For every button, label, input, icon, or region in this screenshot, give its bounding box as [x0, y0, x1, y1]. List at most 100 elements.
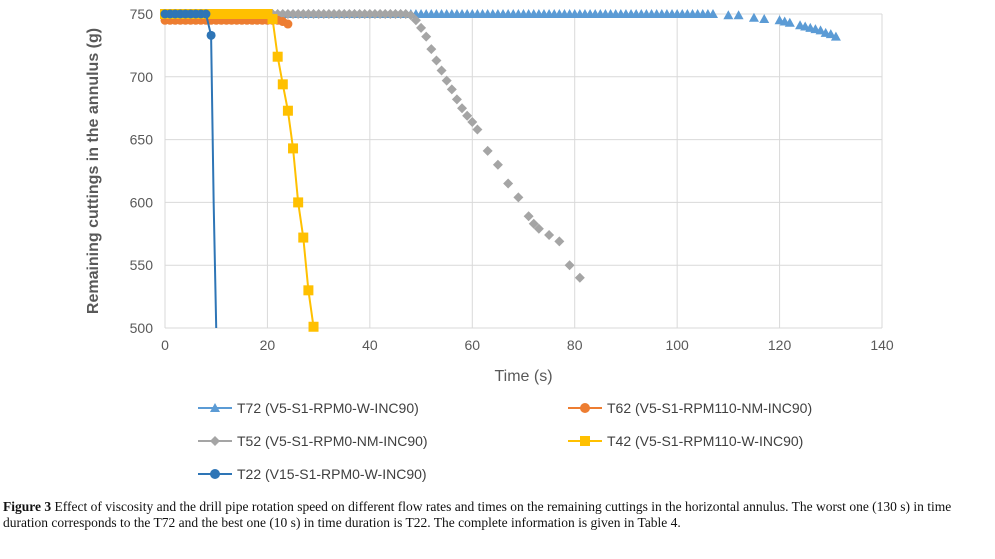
data-point-t52: [554, 236, 565, 247]
data-point-t52: [354, 9, 365, 19]
data-point-t52: [482, 145, 493, 156]
data-point-t42: [231, 9, 242, 19]
data-point-t42: [308, 321, 319, 332]
data-point-t52: [369, 9, 380, 19]
data-point-t52: [375, 9, 386, 19]
figure-caption: Figure 3 Effect of viscosity and the dri…: [3, 499, 988, 531]
data-point-t52: [492, 159, 503, 170]
legend: T72 (V5-S1-RPM0-W-INC90) T62 (V5-S1-RPM11…: [198, 400, 812, 482]
data-point-t52: [329, 9, 340, 19]
data-point-t52: [293, 9, 304, 19]
legend-marker-t72: [210, 403, 220, 412]
data-point-t42: [303, 285, 314, 296]
legend-item-t22: T22 (V15-S1-RPM0-W-INC90): [198, 466, 427, 482]
series-t42: [160, 9, 319, 332]
data-point-t72: [707, 9, 718, 18]
y-tick-label: 500: [130, 320, 154, 336]
data-point-t52: [462, 110, 473, 121]
data-point-t52: [277, 9, 288, 19]
y-tick-label: 600: [130, 194, 154, 210]
data-point-t52: [364, 9, 375, 19]
data-point-t72: [723, 10, 734, 20]
data-point-t52: [528, 218, 539, 229]
x-tick-label: 80: [567, 337, 583, 353]
data-point-t52: [574, 272, 585, 283]
data-point-t52: [344, 9, 355, 19]
data-point-t42: [247, 9, 258, 19]
x-axis-title: Time (s): [494, 368, 552, 385]
data-point-t52: [313, 9, 324, 19]
data-point-t52: [431, 55, 442, 66]
data-point-t62: [283, 19, 293, 29]
data-point-t42: [288, 143, 299, 154]
data-point-t52: [288, 9, 299, 19]
grid: [164, 13, 883, 329]
data-point-t72: [748, 12, 759, 22]
legend-item-t62: T62 (V5-S1-RPM110-NM-INC90): [568, 400, 812, 416]
data-point-t72: [830, 31, 841, 41]
data-point-t42: [216, 9, 227, 19]
data-point-t72: [759, 14, 770, 24]
data-point-t52: [395, 9, 406, 19]
y-tick-label: 750: [130, 6, 154, 22]
data-point-t52: [385, 9, 396, 19]
chart: 500 550 600 650 700 750 0 20 40 60 80 100 120 140 T72…: [85, 6, 894, 482]
data-point-t52: [503, 178, 514, 189]
data-point-t72: [815, 25, 826, 35]
data-point-t52: [390, 9, 401, 19]
data-point-t52: [457, 103, 468, 114]
legend-marker-t42: [580, 436, 590, 446]
data-point-t42: [267, 14, 278, 25]
data-point-t52: [318, 9, 329, 19]
legend-item-t72: T72 (V5-S1-RPM0-W-INC90): [198, 400, 419, 416]
x-tick-label: 20: [260, 337, 276, 353]
data-point-t42: [293, 197, 304, 208]
data-point-t42: [236, 9, 247, 19]
data-point-t52: [349, 9, 360, 19]
legend-label: T52 (V5-S1-RPM0-NM-INC90): [237, 433, 428, 449]
data-point-t52: [405, 10, 416, 21]
data-point-t52: [359, 9, 370, 19]
data-point-t52: [416, 22, 427, 33]
data-point-t52: [334, 9, 345, 19]
data-point-t42: [257, 9, 268, 19]
data-point-t42: [272, 51, 283, 62]
data-point-t52: [472, 124, 483, 135]
y-tick-label: 700: [130, 69, 154, 85]
x-tick-label: 100: [665, 337, 689, 353]
data-point-t52: [441, 75, 452, 86]
data-point-t52: [426, 44, 437, 55]
data-point-t42: [282, 105, 293, 116]
data-point-t42: [226, 9, 237, 19]
x-tick-label: 0: [161, 337, 169, 353]
legend-item-t52: T52 (V5-S1-RPM0-NM-INC90): [198, 433, 428, 449]
x-tick-label: 40: [362, 337, 378, 353]
data-point-t42: [262, 9, 273, 19]
legend-item-t42: T42 (V5-S1-RPM110-W-INC90): [568, 433, 803, 449]
legend-label: T72 (V5-S1-RPM0-W-INC90): [237, 400, 419, 416]
data-point-t42: [277, 79, 288, 90]
caption-label: Figure 3: [3, 499, 52, 514]
y-axis-title: Remaining cuttings in the annulus (g): [85, 28, 102, 314]
data-point-t52: [513, 192, 524, 203]
data-point-t72: [733, 10, 744, 20]
y-tick-label: 550: [130, 257, 154, 273]
series-t52: [160, 9, 585, 283]
data-point-t52: [339, 9, 350, 19]
caption-text: Effect of viscosity and the drill pipe r…: [3, 499, 952, 530]
data-point-t52: [467, 117, 478, 128]
series-line-t22: [165, 13, 218, 329]
data-point-t52: [298, 9, 309, 19]
data-point-t52: [544, 230, 555, 241]
data-point-t52: [451, 94, 462, 105]
axes: 500 550 600 650 700 750 0 20 40 60 80 100 120 140: [130, 6, 894, 353]
data-point-t52: [564, 260, 575, 271]
data-point-t52: [380, 9, 391, 19]
data-point-t42: [298, 232, 309, 243]
data-point-t22: [206, 30, 216, 40]
x-tick-label: 60: [464, 337, 480, 353]
x-tick-label: 140: [870, 337, 894, 353]
data-point-t42: [252, 9, 263, 19]
data-point-t52: [410, 15, 421, 26]
data-point-t52: [523, 211, 534, 222]
